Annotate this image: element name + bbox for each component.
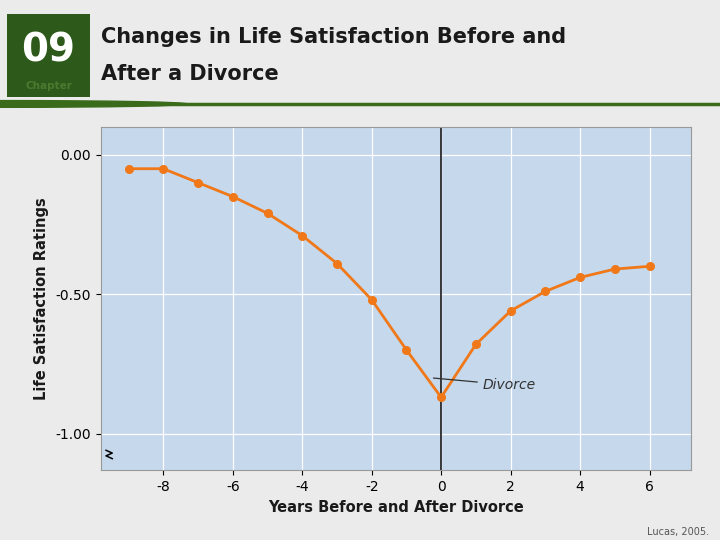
Text: Changes in Life Satisfaction Before and: Changes in Life Satisfaction Before and xyxy=(101,27,566,47)
Text: 09: 09 xyxy=(22,31,76,69)
Y-axis label: Life Satisfaction Ratings: Life Satisfaction Ratings xyxy=(34,197,48,400)
Text: Lucas, 2005.: Lucas, 2005. xyxy=(647,527,709,537)
Text: After a Divorce: After a Divorce xyxy=(101,64,279,84)
Text: Chapter: Chapter xyxy=(25,82,72,91)
Text: Divorce: Divorce xyxy=(433,378,536,392)
FancyBboxPatch shape xyxy=(5,11,92,100)
Circle shape xyxy=(0,100,187,107)
X-axis label: Years Before and After Divorce: Years Before and After Divorce xyxy=(268,501,524,516)
